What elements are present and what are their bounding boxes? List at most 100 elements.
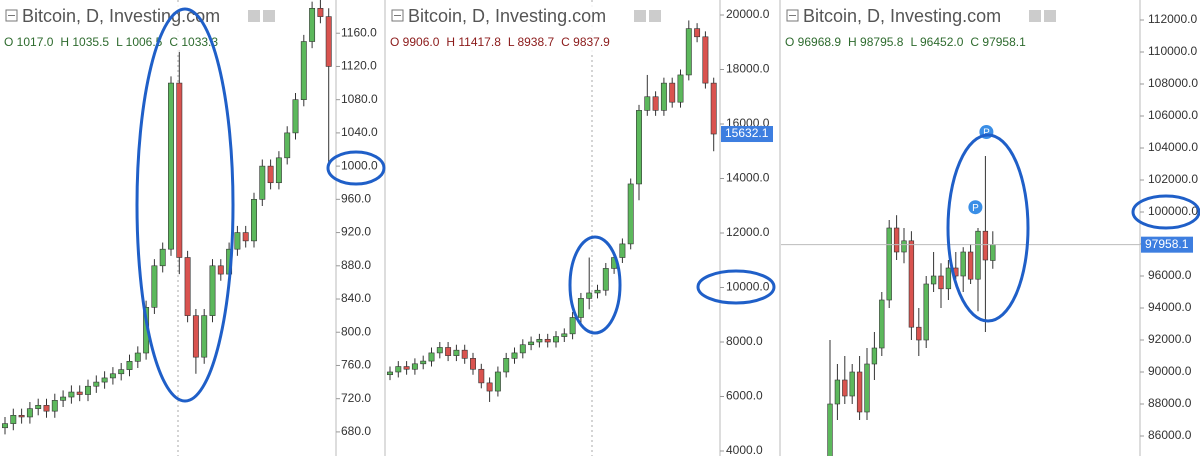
y-tick-label: 680.0: [341, 424, 371, 438]
candle-body: [26, 408, 33, 418]
y-tick-label: 4000.0: [726, 443, 763, 456]
candle-body: [118, 369, 125, 375]
y-tick-label: 800.0: [341, 324, 371, 338]
candle-body: [849, 371, 855, 397]
y-tick-label: 12000.0: [726, 225, 770, 239]
candle-body: [2, 423, 8, 429]
marker-label: P: [983, 128, 990, 139]
y-tick-label: 1000.0: [341, 158, 378, 172]
candle-body: [325, 16, 332, 67]
y-tick-label: 840.0: [341, 291, 371, 305]
y-tick-label: 1040.0: [341, 125, 378, 139]
candle-body: [923, 283, 929, 341]
candle-body: [486, 382, 493, 392]
y-tick-label: 110000.0: [1148, 44, 1197, 58]
candle-body: [636, 110, 642, 185]
candle-body: [35, 405, 42, 409]
candle-body: [420, 360, 427, 365]
y-tick-label: 100000.0: [1148, 204, 1198, 218]
candle-body: [251, 199, 257, 242]
annotation-ellipse: [568, 235, 622, 335]
candle-body: [411, 363, 418, 370]
candle-body: [569, 317, 576, 335]
candle-body: [109, 373, 116, 379]
ohlc-label: L 1006.5: [116, 35, 163, 49]
y-tick-label: 880.0: [341, 258, 371, 272]
candle-body: [151, 265, 158, 308]
candle-body: [101, 377, 108, 383]
candle-body: [827, 403, 833, 456]
candle-body: [619, 243, 626, 258]
candle-body: [879, 299, 885, 349]
candle-body: [694, 28, 701, 38]
candle-body: [76, 391, 83, 395]
marker-label: P: [972, 203, 979, 214]
y-tick-label: 104000.0: [1148, 140, 1198, 154]
y-tick-label: 960.0: [341, 192, 371, 206]
candle-body: [494, 371, 501, 392]
candle-body: [660, 82, 667, 111]
candle-body: [85, 385, 91, 395]
candle-body: [930, 275, 937, 285]
annotation-ellipse: [326, 150, 386, 186]
candle-body: [594, 289, 601, 294]
ohlc-label: C 97958.1: [970, 35, 1026, 49]
candle-body: [586, 292, 593, 299]
candle-body: [960, 251, 966, 277]
candle-body: [176, 82, 183, 258]
candle-body: [602, 268, 609, 291]
candle-body: [60, 396, 67, 401]
y-tick-label: 94000.0: [1148, 300, 1192, 314]
candle-body: [856, 371, 863, 413]
y-tick-label: 1160.0: [341, 25, 377, 39]
annotation-ellipse: [1131, 194, 1200, 230]
settings-icon: [248, 10, 260, 22]
candle-body: [536, 338, 543, 343]
y-tick-label: 14000.0: [726, 171, 770, 185]
candle-body: [677, 74, 684, 103]
candle-body: [403, 366, 410, 370]
settings-icon: [1029, 10, 1041, 22]
candle-body: [627, 183, 634, 245]
y-tick-label: 102000.0: [1148, 172, 1198, 186]
price-tag-label: 15632.1: [725, 126, 769, 140]
y-tick-label: 88000.0: [1148, 396, 1192, 410]
candle-body: [436, 347, 443, 354]
y-tick-label: 86000.0: [1148, 428, 1192, 442]
header-bg: [1, 2, 291, 52]
annotation-rings: [135, 7, 1200, 403]
candle-body: [234, 232, 241, 250]
ohlc-label: H 98795.8: [848, 35, 904, 49]
candle-body: [68, 391, 75, 398]
candle-body: [267, 165, 274, 184]
ohlc-label: H 11417.8: [446, 35, 501, 49]
candle-body: [478, 368, 485, 384]
candle-body: [871, 347, 878, 365]
y-tick-label: 1120.0: [341, 59, 377, 73]
candle-body: [192, 315, 199, 358]
price-tag: [721, 126, 773, 143]
y-tick-label: 10000.0: [726, 280, 770, 294]
collapse-icon: [786, 9, 799, 22]
candle-body: [528, 341, 535, 346]
candle-body: [51, 400, 58, 412]
candle-body: [43, 405, 50, 412]
candle-body: [445, 347, 452, 356]
ohlc-label: C 1033.3: [169, 35, 218, 49]
candle-body: [275, 157, 282, 184]
y-tick-label: 108000.0: [1148, 76, 1198, 90]
collapse-icon: [391, 9, 404, 22]
settings-icon: [263, 10, 275, 22]
candle-body: [990, 244, 996, 261]
chart-title: Bitcoin, D, Investing.com: [803, 6, 1001, 26]
candle-body: [886, 227, 892, 301]
candle-body: [387, 371, 393, 376]
price-tag: [1141, 236, 1193, 253]
candle-body: [945, 267, 952, 290]
candle-body: [461, 349, 468, 359]
annotation-ellipse: [696, 269, 776, 305]
candle-body: [652, 96, 659, 111]
candle-body: [982, 230, 989, 261]
candle-body: [134, 352, 141, 362]
candle-body: [685, 28, 692, 76]
